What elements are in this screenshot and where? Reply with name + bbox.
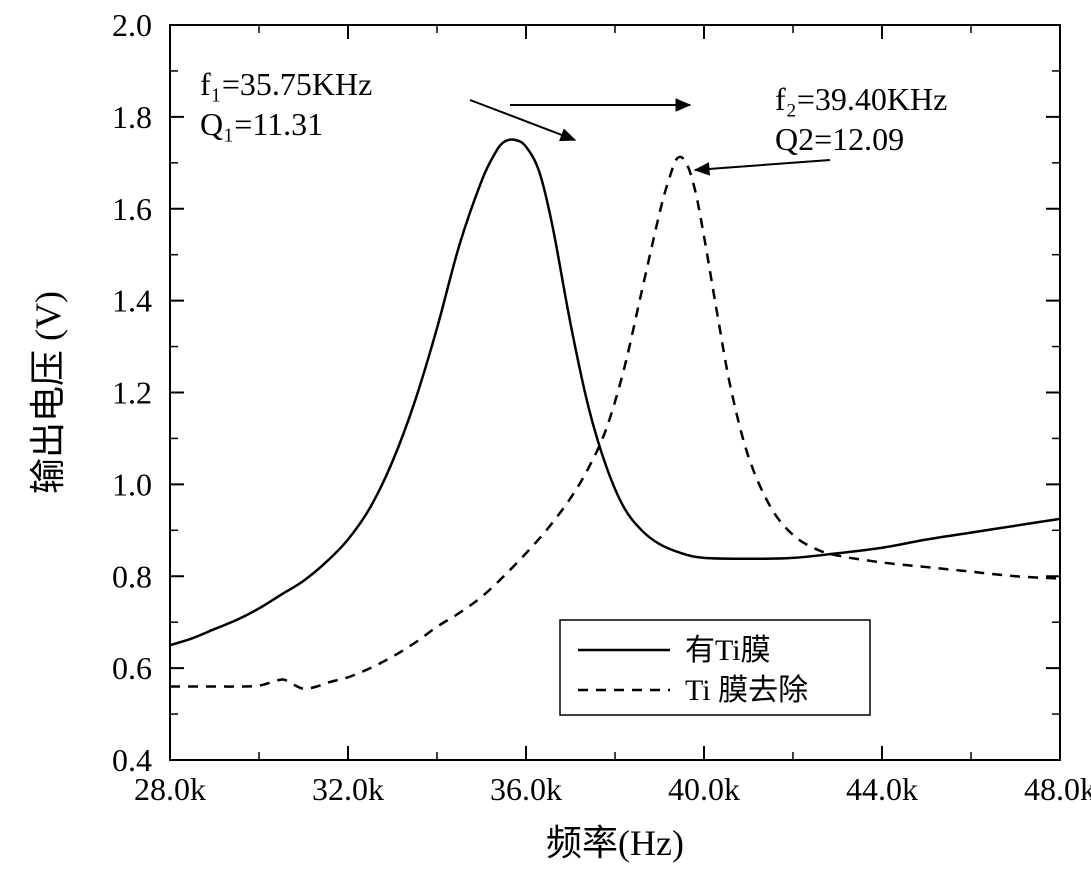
line-chart: 28.0k32.0k36.0k40.0k44.0k48.0k0.40.60.81… [0,0,1091,881]
annotation-left-line: f₁=35.75KHz [200,66,372,102]
series-dashed [170,157,1060,689]
annotation-right-line: f₂=39.40KHz [775,81,947,117]
y-tick-label: 0.4 [112,742,152,778]
legend-label: Ti 膜去除 [685,674,808,707]
y-tick-label: 1.2 [112,375,152,411]
annotation-right-arrow-head [695,163,709,175]
annotation-right-line: Q2=12.09 [775,121,904,157]
x-tick-label: 40.0k [668,771,740,807]
x-tick-label: 32.0k [312,771,384,807]
legend-label: 有Ti膜 [685,634,771,667]
series-solid [170,140,1060,646]
y-tick-label: 1.6 [112,191,152,227]
x-tick-label: 36.0k [490,771,562,807]
x-tick-label: 48.0k [1024,771,1091,807]
annotation-shift-arrow-head [676,99,690,111]
x-axis-title: 频率(Hz) [546,823,684,863]
y-tick-label: 1.0 [112,466,152,502]
annotation-left-arrow-head [560,129,575,140]
y-tick-label: 1.8 [112,99,152,135]
annotation-right-arrow [695,160,830,170]
y-axis-title: 输出电压 (V) [28,291,68,494]
y-tick-label: 0.8 [112,558,152,594]
y-tick-label: 0.6 [112,650,152,686]
y-tick-label: 1.4 [112,283,152,319]
annotation-left-line: Q₁=11.31 [200,106,323,142]
x-tick-label: 44.0k [846,771,918,807]
y-tick-label: 2.0 [112,7,152,43]
